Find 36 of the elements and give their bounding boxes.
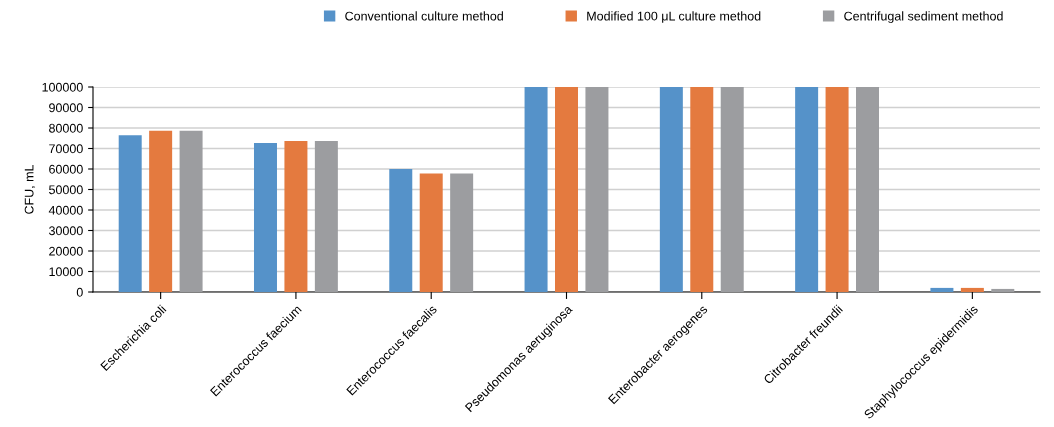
y-tick-label: 0 xyxy=(76,287,83,297)
bar xyxy=(555,87,578,292)
y-tick-label: 20000 xyxy=(49,246,83,256)
bar xyxy=(524,87,548,292)
bar xyxy=(314,140,338,292)
bar xyxy=(690,87,714,292)
y-tick-label: 40000 xyxy=(48,205,83,215)
legend-label: Conventional culture method xyxy=(345,11,503,21)
bar xyxy=(149,130,173,292)
bar xyxy=(419,173,443,292)
bar xyxy=(659,87,683,292)
bar xyxy=(179,130,203,292)
legend-label: Modified 100 μL culture method xyxy=(587,11,761,23)
bar xyxy=(253,142,277,292)
bar xyxy=(118,135,142,292)
y-tick-label: 80000 xyxy=(49,123,83,133)
bar xyxy=(585,87,609,292)
bar xyxy=(960,287,984,292)
y-tick-label: 30000 xyxy=(49,226,83,236)
bar xyxy=(825,87,849,292)
bar xyxy=(450,173,474,292)
y-tick-label: 10000 xyxy=(49,267,83,277)
bar xyxy=(389,169,413,292)
y-tick-label: 70000 xyxy=(49,144,83,154)
bar xyxy=(930,287,954,292)
y-tick-label: 50000 xyxy=(49,185,83,195)
bar xyxy=(795,87,819,292)
bar xyxy=(991,288,1015,292)
bar xyxy=(856,87,880,292)
y-axis-title: CFU, mL xyxy=(24,164,36,214)
y-tick-label: 100000 xyxy=(42,82,83,92)
bar xyxy=(720,87,744,292)
y-tick-label: 60000 xyxy=(49,164,83,174)
bar xyxy=(284,140,308,292)
y-tick-label: 90000 xyxy=(49,103,83,113)
legend-label: Centrifugal sediment method xyxy=(844,11,1003,23)
